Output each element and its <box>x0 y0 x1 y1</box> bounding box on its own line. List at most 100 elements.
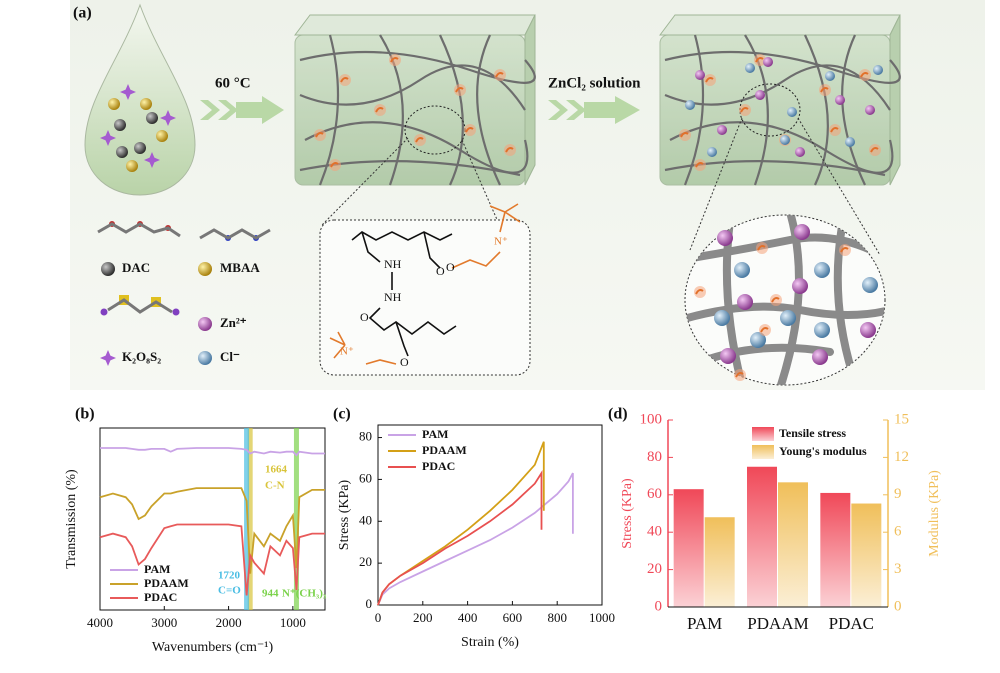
structure <box>489 203 521 233</box>
glow <box>734 369 746 381</box>
panel-label: (d) <box>608 406 628 423</box>
initiator <box>860 72 869 78</box>
sphere <box>114 119 126 131</box>
sphere <box>198 317 212 331</box>
atom: O <box>436 264 445 278</box>
initiator <box>695 289 704 295</box>
x-tick-label: 600 <box>503 610 523 625</box>
structure <box>361 231 381 263</box>
sphere <box>860 322 876 338</box>
x-tick-label: 1000 <box>280 615 306 630</box>
box-1 <box>294 14 536 187</box>
y-tick-label: 0 <box>366 596 373 611</box>
bar <box>747 466 777 607</box>
initiator <box>415 137 424 143</box>
highlight-band <box>244 428 250 610</box>
molecule <box>107 298 173 314</box>
y-axis-label: Transmission (%) <box>64 469 79 569</box>
initiator <box>465 127 474 133</box>
sphere <box>198 351 212 365</box>
structure <box>368 307 457 335</box>
sphere <box>787 107 797 117</box>
annotation-note: C=O <box>218 585 241 597</box>
glow <box>739 104 751 116</box>
panel-label: (b) <box>75 406 95 423</box>
legend-label: PDAAM <box>422 443 467 457</box>
sphere <box>146 112 158 124</box>
x-tick-label: 200 <box>413 610 433 625</box>
glow <box>829 124 841 136</box>
x-axis-label: Strain (%) <box>461 635 519 650</box>
y2-tick-label: 15 <box>894 411 909 427</box>
sphere <box>134 142 146 154</box>
series-line <box>100 447 325 457</box>
y2-tick-label: 3 <box>894 561 902 577</box>
sphere <box>873 65 883 75</box>
sphere <box>101 262 115 276</box>
atom-ball <box>100 308 108 316</box>
atom: N⁺ <box>340 346 354 358</box>
sphere <box>755 90 765 100</box>
sphere <box>685 100 695 110</box>
y-tick-label: 40 <box>647 524 662 540</box>
step-label: ZnCl₂ solution <box>548 75 641 91</box>
initiator <box>740 107 749 113</box>
sphere <box>812 349 828 365</box>
x-tick-label: 1000 <box>589 610 615 625</box>
sphere <box>156 130 168 142</box>
glow <box>754 54 766 66</box>
legend-label: Tensile stress <box>779 426 846 440</box>
sphere <box>720 348 736 364</box>
glow <box>314 129 326 141</box>
sphere <box>714 310 730 326</box>
legend-label: Zn²⁺ <box>220 315 247 330</box>
zoom-lines <box>797 117 881 256</box>
atom-ball <box>172 308 180 316</box>
sphere <box>814 322 830 338</box>
y-axis-label: Stress (KPa) <box>620 478 635 549</box>
x-tick-label: 2000 <box>216 615 242 630</box>
initiator <box>771 297 780 303</box>
sphere <box>734 262 750 278</box>
annotation-label: 1720 <box>218 570 241 582</box>
y-tick-label: 20 <box>359 554 372 569</box>
structure <box>365 359 397 365</box>
initiator <box>505 147 514 153</box>
x-tick-label: 400 <box>458 610 478 625</box>
zoom-box <box>319 219 531 376</box>
structure <box>351 231 453 241</box>
arrow <box>200 96 640 124</box>
star <box>100 130 116 146</box>
structure <box>451 251 501 269</box>
arrow <box>236 96 284 124</box>
atom: N⁺ <box>494 236 508 248</box>
legend-label: PDAAM <box>144 576 189 590</box>
glow <box>389 54 401 66</box>
x-tick-label: PAM <box>687 614 722 633</box>
initiator <box>680 132 689 138</box>
annotation-note: N⁺(CH₃)₃ <box>282 588 327 600</box>
y-tick-label: 80 <box>359 429 372 444</box>
legend-label: PAM <box>144 562 170 576</box>
initiator <box>695 162 704 168</box>
glow <box>504 144 516 156</box>
initiator <box>390 57 399 63</box>
sphere <box>116 146 128 158</box>
atom: NH <box>384 290 402 304</box>
y2-tick-label: 12 <box>894 449 909 465</box>
initiator <box>757 245 766 251</box>
droplet <box>84 3 196 196</box>
legend-label: Young's modulus <box>779 444 867 458</box>
panel-label: (c) <box>333 406 351 423</box>
bar <box>820 492 851 607</box>
glow <box>454 84 466 96</box>
annotation-label: 944 <box>262 588 279 600</box>
arrow <box>218 100 238 120</box>
initiator <box>330 162 339 168</box>
legend-label: PDAC <box>422 459 455 473</box>
glow <box>756 242 768 254</box>
y-tick-label: 0 <box>655 598 663 614</box>
y2-tick-label: 6 <box>894 524 902 540</box>
initiator <box>820 87 829 93</box>
